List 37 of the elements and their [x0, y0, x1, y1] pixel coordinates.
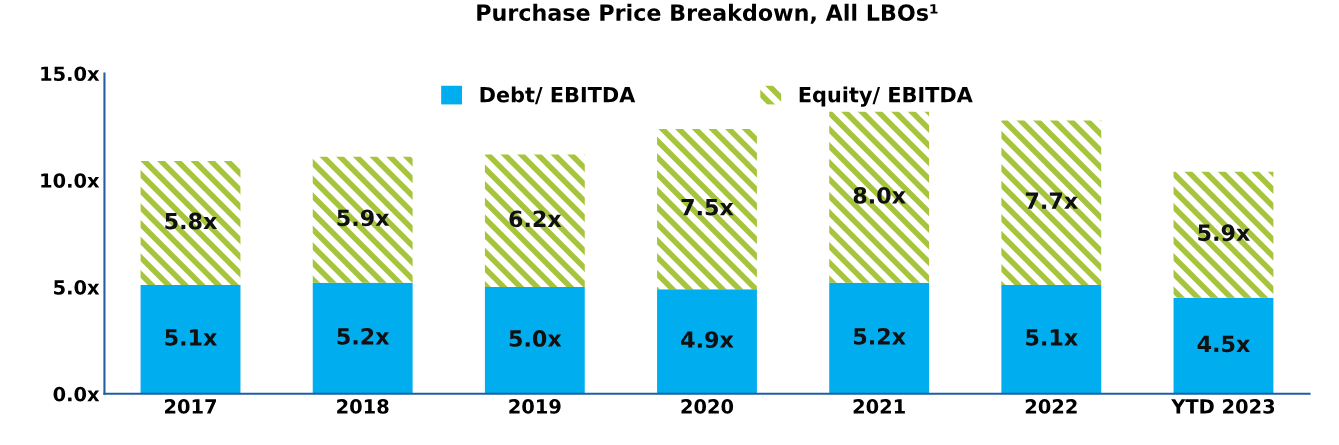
data-label: 4.5x [1197, 335, 1250, 353]
bar [484, 287, 585, 394]
bar [140, 161, 241, 285]
legend-label: Debt/ EBITDA [480, 86, 636, 105]
bar [1001, 284, 1102, 394]
data-label: 5.1x [1026, 329, 1078, 346]
data-label: 4.9x [681, 331, 734, 348]
bar [312, 282, 413, 394]
x-tick-label: 2022 [1025, 399, 1077, 414]
bar [312, 156, 413, 283]
bar [1173, 171, 1274, 298]
bar [484, 154, 585, 288]
y-tick-label: 15.0x [41, 66, 100, 82]
bar [140, 284, 241, 394]
x-tick-label: 2018 [337, 399, 389, 414]
y-tick-label: 5.0x [54, 279, 100, 295]
y-tick-label: 0.0x [53, 386, 100, 402]
data-label: 5.2x [854, 327, 906, 345]
legend-label: Equity/ EBITDA [799, 86, 973, 107]
x-tick-label: 2021 [853, 399, 905, 414]
bar [1001, 120, 1102, 285]
y-tick-label: 10.0x [41, 173, 100, 188]
bar [829, 282, 930, 394]
x-tick-label: 2020 [681, 399, 734, 414]
data-label: 5.9x [1198, 224, 1250, 242]
data-label: 5.9x [337, 209, 390, 227]
data-label: 5.1x [165, 329, 218, 346]
x-tick-label: 2017 [165, 399, 217, 414]
bar [1173, 297, 1274, 394]
data-label: 5.2x [337, 327, 390, 345]
data-label: 5.0x [509, 330, 562, 347]
bar [657, 289, 757, 394]
x-tick-label: 2019 [509, 399, 561, 414]
x-tick-label: YTD 2023 [1171, 399, 1275, 414]
chart-title: Purchase Price Breakdown, All LBOs¹ [477, 3, 938, 24]
bar [657, 128, 757, 290]
bar [829, 111, 930, 283]
